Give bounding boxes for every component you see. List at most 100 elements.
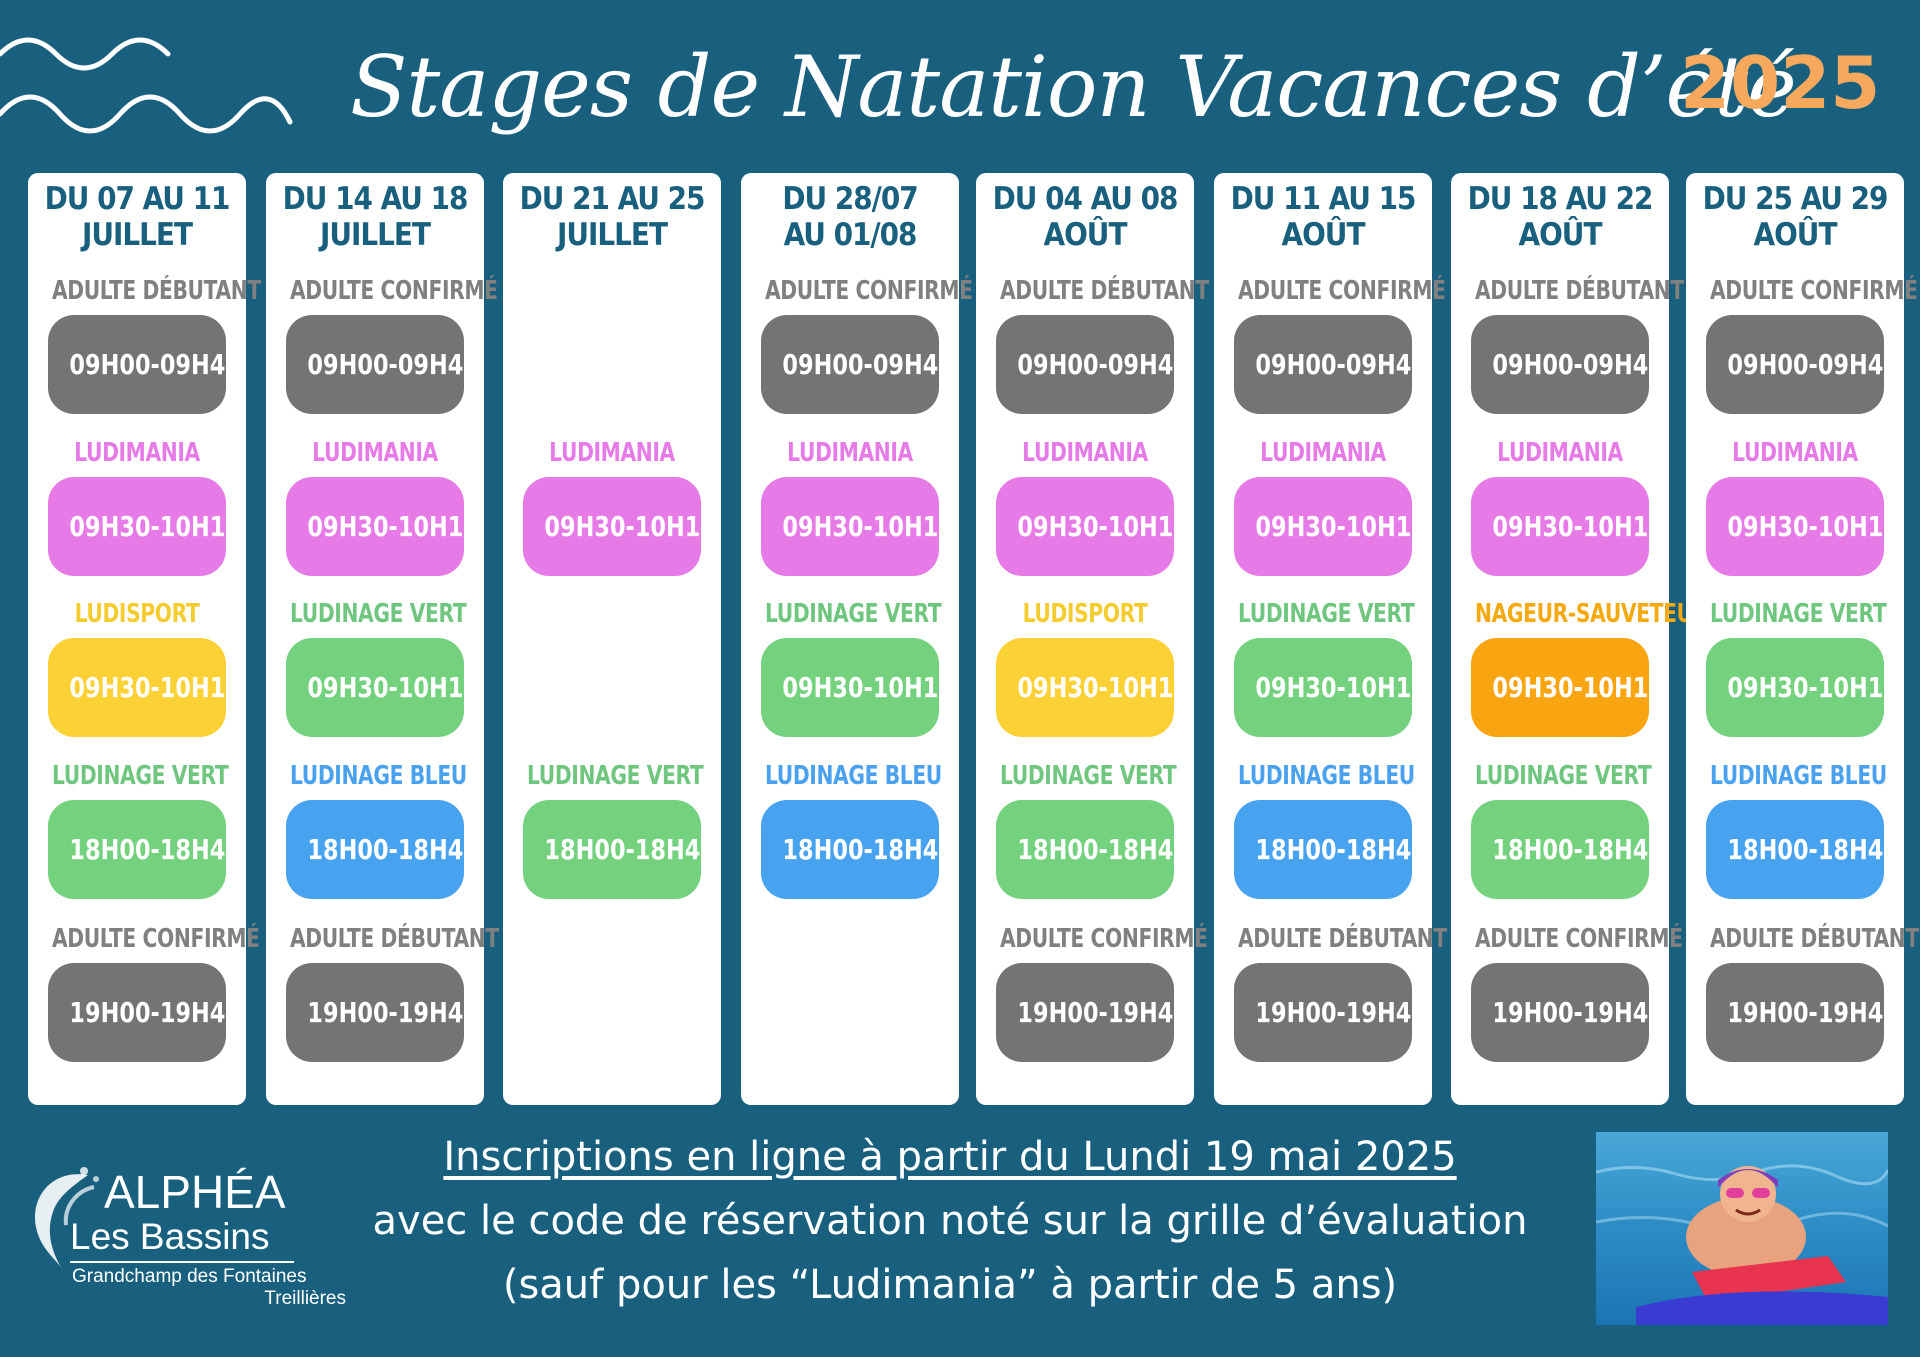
session-name: LUDIMANIA (787, 438, 913, 468)
session-name: NAGEUR-SAUVETEUR (1474, 599, 1708, 629)
session-time: 18H00-18H45 (996, 800, 1189, 899)
child-swimmer-photo (1596, 1132, 1888, 1325)
session-name: LUDIMANIA (74, 438, 200, 468)
week-heading: DU 21 AU 25 JUILLET (503, 181, 721, 253)
session-time: 09H30-10H15 (48, 477, 241, 576)
session-time-text: 18H00-18H45 (1017, 833, 1189, 866)
session-name: ADULTE CONFIRMÉ (1474, 924, 1683, 954)
session-name: LUDISPORT (74, 599, 200, 629)
week-column: DU 18 AU 22 AOÛT ADULTE DÉBUTANT 09H00-09H4… (1451, 173, 1708, 1105)
session-time: 19H00-19H45 (1471, 963, 1664, 1062)
session-name: ADULTE DÉBUTANT (1237, 924, 1447, 954)
session-name: ADULTE CONFIRMÉ (764, 276, 973, 306)
session-time-text: 09H30-10H15 (1255, 510, 1427, 543)
session-time: 09H00-09H45 (996, 315, 1189, 414)
session-name: LUDISPORT (1022, 599, 1148, 629)
session-time-text: 09H30-10H15 (782, 510, 954, 543)
session-name: LUDINAGE VERT (1474, 761, 1652, 791)
logo-name: ALPHÉA (104, 1166, 286, 1218)
week-heading: DU 14 AU 18 JUILLET (266, 181, 484, 253)
session-name: ADULTE DÉBUTANT (51, 276, 261, 306)
session-time-text: 09H00-09H45 (69, 348, 241, 381)
session-time-text: 18H00-18H45 (1727, 833, 1899, 866)
week-dates: DU 04 AU 08 (992, 181, 1179, 217)
logo-location-2: Treillières (264, 1288, 346, 1309)
session-time: 19H00-19H45 (286, 963, 479, 1062)
session-time-text: 09H00-09H45 (1492, 348, 1664, 381)
session-time-text: 18H00-18H45 (1492, 833, 1664, 866)
session-time-text: 09H30-10H15 (1492, 671, 1664, 704)
session-name: LUDINAGE VERT (764, 599, 942, 629)
week-heading: DU 07 AU 11 JUILLET (28, 181, 246, 253)
session-time-text: 09H30-10H15 (1255, 671, 1427, 704)
session-time: 09H00-09H45 (286, 315, 479, 414)
session-time-text: 19H00-19H45 (1255, 996, 1427, 1029)
session-name: ADULTE CONFIRMÉ (999, 924, 1208, 954)
week-month: AOÛT (1753, 217, 1838, 253)
week-dates: DU 14 AU 18 (282, 181, 469, 217)
session-time: 18H00-18H45 (523, 800, 716, 899)
week-dates: DU 18 AU 22 (1467, 181, 1654, 217)
session-time: 09H30-10H15 (1706, 638, 1899, 737)
session-time: 09H30-10H15 (1234, 638, 1427, 737)
session-name: ADULTE CONFIRMÉ (1709, 276, 1918, 306)
session-time: 09H30-10H15 (761, 477, 954, 576)
session-time-text: 18H00-18H45 (1255, 833, 1427, 866)
session-name: LUDIMANIA (312, 438, 438, 468)
session-time-text: 09H30-10H15 (1492, 510, 1664, 543)
week-dates: DU 21 AU 25 (519, 181, 706, 217)
session-time: 09H30-10H15 (996, 477, 1189, 576)
session-time: 09H30-10H15 (48, 638, 241, 737)
session-name: LUDIMANIA (1260, 438, 1386, 468)
session-name: LUDINAGE VERT (289, 599, 467, 629)
session-time-text: 09H30-10H15 (307, 671, 479, 704)
session-time-text: 09H00-09H45 (1727, 348, 1899, 381)
swimmer-illustration-icon (1596, 1164, 1888, 1325)
week-month: AOÛT (1281, 217, 1366, 253)
session-time-text: 18H00-18H45 (69, 833, 241, 866)
session-time-text: 09H00-09H45 (782, 348, 954, 381)
week-heading: DU 11 AU 15 AOÛT (1214, 181, 1432, 253)
session-time-text: 09H00-09H45 (1017, 348, 1189, 381)
session-time-text: 19H00-19H45 (1727, 996, 1899, 1029)
session-time: 09H30-10H15 (1471, 638, 1664, 737)
wave-decoration-icon (0, 37, 293, 134)
session-time-text: 18H00-18H45 (544, 833, 716, 866)
session-time-text: 09H00-09H45 (1255, 348, 1427, 381)
session-name: LUDINAGE VERT (51, 761, 229, 791)
session-name: ADULTE DÉBUTANT (999, 276, 1209, 306)
session-time: 19H00-19H45 (1706, 963, 1899, 1062)
week-column: DU 25 AU 29 AOÛT ADULTE CONFIRMÉ 09H00-09H4… (1686, 173, 1919, 1105)
session-time: 09H30-10H15 (761, 638, 954, 737)
week-heading: DU 25 AU 29 AOÛT (1686, 181, 1904, 253)
session-time-text: 19H00-19H45 (1017, 996, 1189, 1029)
week-month: JUILLET (81, 217, 193, 253)
session-time: 18H00-18H45 (1706, 800, 1899, 899)
week-dates: DU 07 AU 11 (44, 181, 231, 217)
week-column: DU 11 AU 15 AOÛT ADULTE CONFIRMÉ 09H00-09H4… (1214, 173, 1447, 1105)
session-time: 19H00-19H45 (1234, 963, 1427, 1062)
session-time-text: 09H30-10H15 (69, 671, 241, 704)
session-name: LUDINAGE BLEU (289, 761, 467, 791)
session-time: 09H30-10H15 (286, 638, 479, 737)
week-month: AU 01/08 (783, 217, 918, 253)
session-time-text: 09H00-09H45 (307, 348, 479, 381)
session-time: 09H00-09H45 (48, 315, 241, 414)
session-time: 18H00-18H45 (48, 800, 241, 899)
registration-line-2: avec le code de réservation noté sur la … (372, 1198, 1528, 1244)
session-time-text: 18H00-18H45 (782, 833, 954, 866)
session-time: 18H00-18H45 (1471, 800, 1664, 899)
registration-line-1: Inscriptions en ligne à partir du Lundi … (443, 1134, 1457, 1180)
week-heading: DU 04 AU 08 AOÛT (976, 181, 1194, 253)
session-name: LUDINAGE VERT (526, 761, 704, 791)
registration-line-3: (sauf pour les “Ludimania” à partir de 5… (502, 1262, 1398, 1308)
week-dates: DU 11 AU 15 (1230, 181, 1417, 217)
week-month: JUILLET (319, 217, 431, 253)
week-column: DU 07 AU 11 JUILLET ADULTE DÉBUTANT 09H00-0… (28, 173, 261, 1105)
week-month: JUILLET (556, 217, 668, 253)
session-name: LUDINAGE VERT (1709, 599, 1887, 629)
session-time: 09H30-10H15 (1471, 477, 1664, 576)
session-time-text: 09H30-10H15 (1017, 671, 1189, 704)
week-dates: DU 25 AU 29 (1702, 181, 1889, 217)
session-name: LUDIMANIA (1497, 438, 1623, 468)
